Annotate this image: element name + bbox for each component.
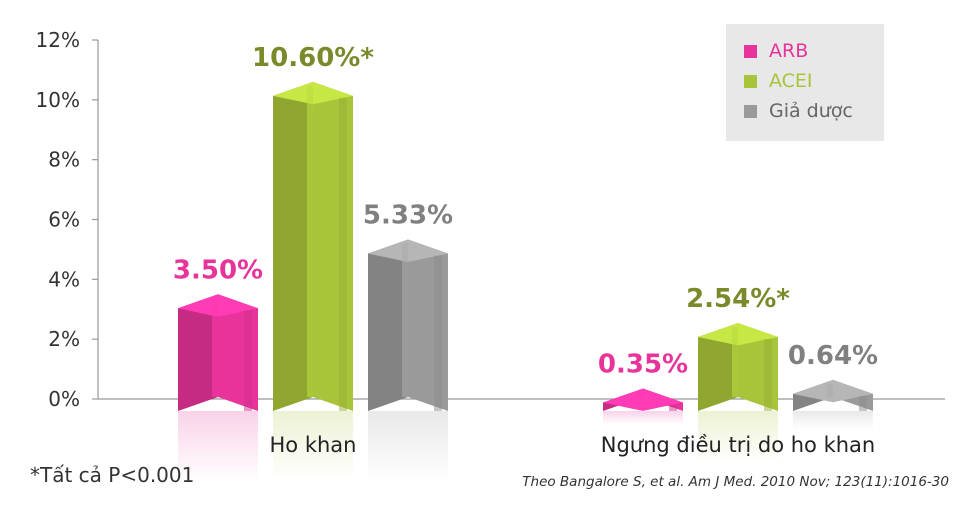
bar-value-label: 0.64% <box>788 341 878 371</box>
footnote: *Tất cả P<0.001 <box>30 463 195 487</box>
y-tick-label: 6% <box>48 208 80 232</box>
legend-swatch-acei <box>744 74 757 88</box>
bar <box>178 294 258 481</box>
legend-item-acei: ACEI <box>744 70 813 92</box>
bar-value-label: 2.54%* <box>686 284 790 314</box>
y-tick-label: 4% <box>48 267 80 291</box>
chart-legend: ARB ACEI Giả dược <box>726 24 884 141</box>
bar <box>698 323 778 464</box>
x-category-label: Ho khan <box>270 433 357 457</box>
legend-item-placebo: Giả dược <box>744 100 853 122</box>
source-citation: Theo Bangalore S, et al. Am J Med. 2010 … <box>522 474 949 490</box>
y-tick-label: 8% <box>48 148 80 172</box>
legend-label-arb: ARB <box>769 40 809 62</box>
bar-value-label: 0.35% <box>598 350 688 380</box>
bar <box>793 379 873 430</box>
y-tick-label: 0% <box>48 387 80 411</box>
legend-swatch-placebo <box>744 104 757 118</box>
bar <box>603 388 683 425</box>
legend-swatch-arb <box>744 44 757 58</box>
legend-label-acei: ACEI <box>769 70 813 92</box>
bar <box>368 239 448 481</box>
y-tick-label: 10% <box>36 88 80 112</box>
y-tick-label: 2% <box>48 327 80 351</box>
legend-item-arb: ARB <box>744 40 808 62</box>
y-tick-label: 12% <box>36 28 80 52</box>
bar-value-label: 10.60%* <box>252 43 374 73</box>
bar-value-label: 3.50% <box>173 255 263 285</box>
bar-value-label: 5.33% <box>363 201 453 231</box>
legend-label-placebo: Giả dược <box>769 100 853 122</box>
bar <box>273 81 353 481</box>
x-category-label: Ngưng điều trị do ho khan <box>601 433 875 457</box>
